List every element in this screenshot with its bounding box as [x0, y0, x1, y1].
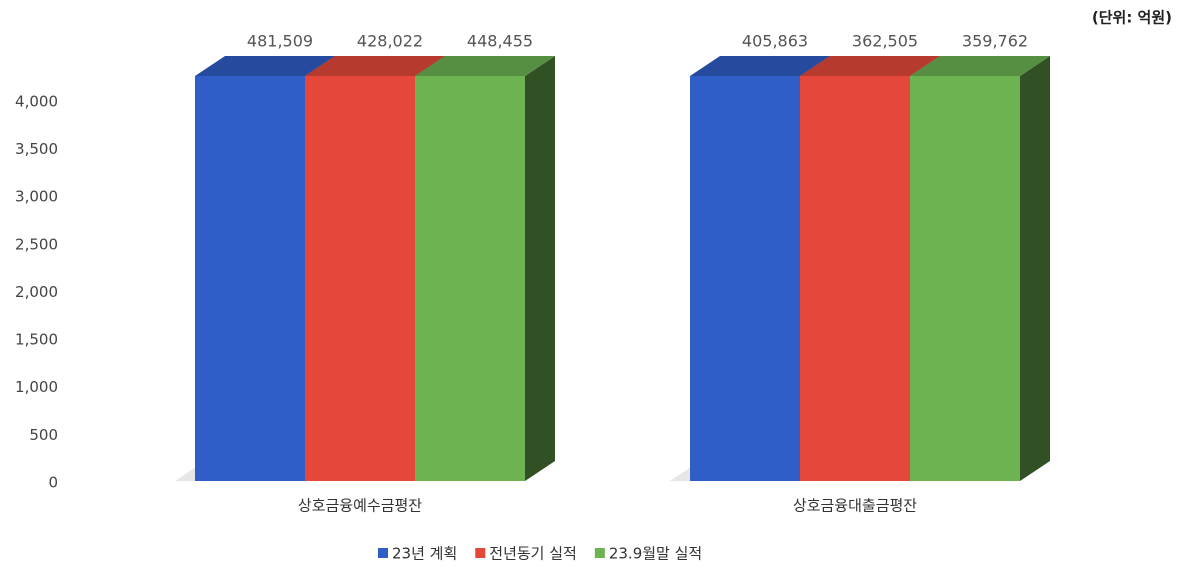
bar — [195, 56, 305, 481]
bar — [690, 56, 800, 481]
bar-top — [305, 56, 445, 76]
unit-annotation: (단위: 억원) — [1092, 9, 1172, 27]
bar-top — [415, 56, 555, 76]
value-label: 362,505 — [852, 32, 918, 51]
legend-swatch — [594, 548, 605, 558]
y-tick-label: 1,500 — [15, 331, 58, 349]
x-tick-label: 상호금융대출금평잔 — [793, 497, 917, 515]
legend-swatch — [378, 548, 388, 558]
y-tick-label: 1,000 — [15, 378, 58, 396]
bar — [305, 56, 415, 481]
bar-top — [800, 56, 940, 76]
legend-swatch — [475, 548, 486, 558]
value-label: 405,863 — [742, 32, 808, 51]
y-tick-label: 4,000 — [15, 92, 58, 110]
legend-label: 23년 계획 — [392, 545, 457, 563]
value-label: 428,022 — [357, 32, 423, 51]
y-tick-label: 2,500 — [15, 235, 58, 253]
bar-top — [195, 56, 335, 76]
legend-label: 23.9월말 실적 — [609, 545, 702, 563]
y-tick-label: 0 — [48, 474, 58, 492]
bar-top — [690, 56, 830, 76]
value-label: 481,509 — [247, 32, 313, 51]
value-label: 359,762 — [962, 32, 1028, 51]
y-tick-label: 3,500 — [15, 140, 58, 158]
bar — [910, 56, 1020, 481]
bar — [800, 56, 910, 481]
y-tick-label: 500 — [29, 426, 58, 444]
y-tick-label: 3,000 — [15, 188, 58, 206]
bar-top — [910, 56, 1050, 76]
bar — [415, 56, 525, 481]
value-label: 448,455 — [467, 32, 533, 51]
y-tick-label: 2,000 — [15, 283, 58, 301]
x-tick-label: 상호금융예수금평잔 — [298, 497, 422, 515]
legend-label: 전년동기 실적 — [489, 545, 577, 563]
